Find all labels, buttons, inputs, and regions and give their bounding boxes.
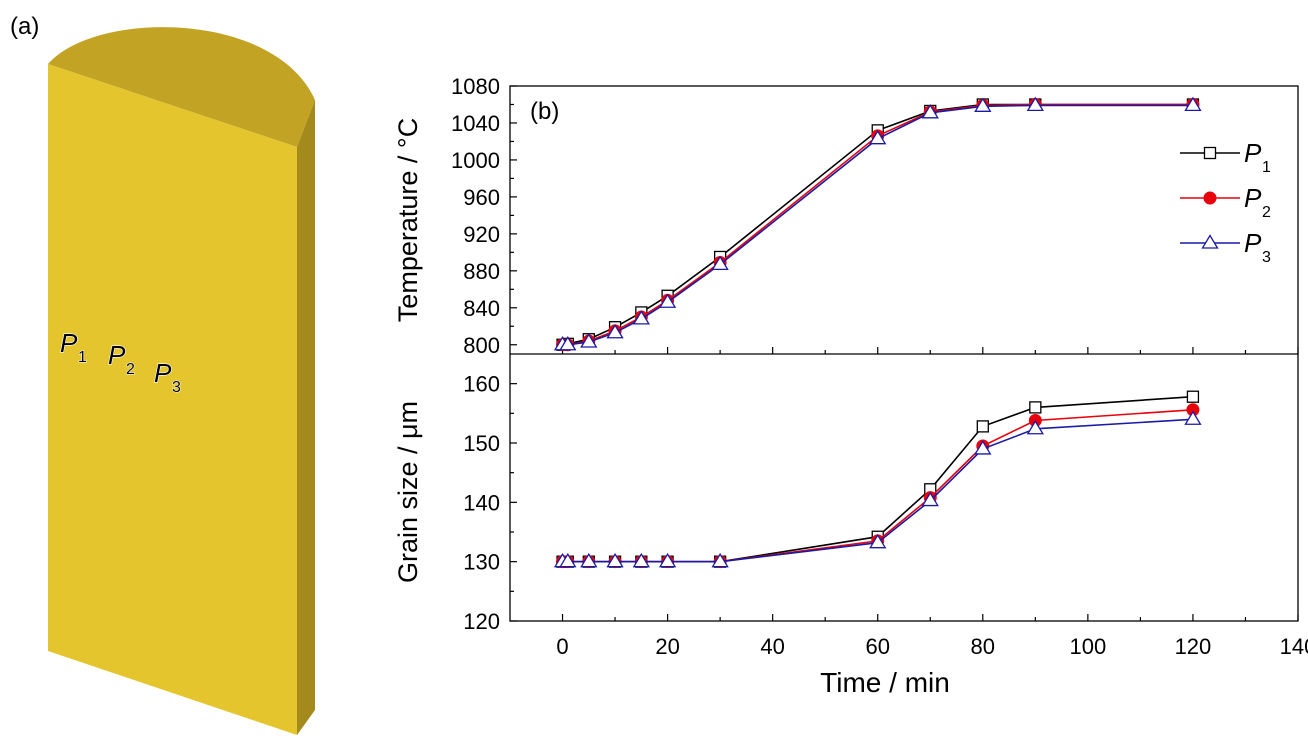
legend-subscript: 1 [1262, 159, 1271, 176]
svg-text:2: 2 [126, 361, 135, 378]
data-point-p3 [711, 552, 729, 568]
data-point-p3 [921, 104, 939, 119]
legend-subscript: 3 [1262, 249, 1271, 266]
data-point-p3 [974, 440, 992, 455]
svg-text:3: 3 [172, 379, 181, 396]
x-tick-label: 120 [1175, 634, 1212, 659]
point-label-p2: P 2 [107, 339, 135, 378]
legend: P 1P 2P 3 [1180, 138, 1271, 266]
data-point-p3 [921, 491, 939, 507]
data-point-p3 [580, 552, 598, 568]
data-point-p1 [976, 420, 989, 433]
y-tick-label: 1080 [451, 74, 500, 99]
panel-b-label: (b) [530, 98, 559, 125]
data-point-p3 [632, 310, 650, 325]
x-tick-label: 80 [971, 634, 995, 659]
cylinder-side-face [297, 100, 315, 735]
y-tick-label: 120 [463, 609, 500, 634]
data-point-p3 [1184, 96, 1202, 112]
y-tick-label: 130 [463, 550, 500, 575]
x-tick-label: 40 [760, 634, 784, 659]
legend-label: P [1244, 228, 1262, 258]
panel-a-label: (a) [10, 13, 39, 40]
panel-a: (a) P 1 P 2 P 3 [10, 13, 315, 735]
data-point-p3 [606, 323, 624, 339]
x-axis-label: Time / min [820, 667, 950, 698]
plot-layer: 800 840 880 920 960 1000 1040 1080 0 20 40 60 80 100 1… [451, 74, 1308, 659]
y-tick-label: 1040 [451, 111, 500, 136]
data-point-p3 [974, 97, 992, 112]
y-axis-label-temperature: Temperature / °C [393, 118, 423, 322]
point-label-p3: P 3 [153, 357, 181, 396]
y-tick-label: 160 [463, 372, 500, 397]
y-tick-label: 140 [463, 490, 500, 515]
y-tick-label: 800 [463, 333, 500, 358]
data-point-p3 [606, 552, 624, 568]
svg-text:P: P [154, 358, 172, 388]
data-point-p3 [658, 552, 677, 568]
data-point-p3 [869, 533, 887, 549]
x-tick-label: 60 [865, 634, 889, 659]
data-point-p3 [1026, 96, 1044, 112]
data-point-p3 [559, 335, 577, 351]
point-label-p1: P 1 [59, 327, 87, 366]
y-tick-label: 1000 [451, 148, 500, 173]
data-point-p1 [1186, 390, 1200, 403]
panel-b: 800 840 880 920 960 1000 1040 1080 0 20 40 60 80 100 1… [393, 74, 1308, 698]
svg-text:1: 1 [78, 349, 87, 366]
svg-text:P: P [108, 340, 126, 370]
x-tick-label: 100 [1070, 634, 1107, 659]
data-point-p1 [1029, 401, 1042, 414]
x-tick-label: 140 [1280, 634, 1308, 659]
legend-marker [1203, 146, 1217, 160]
y-tick-label: 960 [463, 185, 500, 210]
y-tick-label: 880 [463, 259, 500, 284]
data-point-p3 [1184, 410, 1202, 425]
legend-label: P [1244, 183, 1262, 213]
cylinder-top-face [48, 27, 315, 147]
data-point-p3 [632, 552, 650, 568]
x-tick-label: 20 [655, 634, 679, 659]
x-tick-label: 0 [556, 634, 568, 659]
svg-text:P: P [60, 328, 78, 358]
data-point-p3 [580, 333, 598, 348]
y-tick-label: 150 [463, 431, 500, 456]
data-point-p3 [658, 293, 677, 308]
data-point-p3 [1026, 419, 1044, 435]
legend-subscript: 2 [1262, 204, 1271, 221]
data-point-p3 [869, 129, 887, 145]
data-point-p3 [559, 552, 577, 568]
legend-marker [1203, 191, 1217, 205]
y-tick-label: 920 [463, 222, 500, 247]
cylinder-front-face [48, 64, 297, 735]
legend-label: P [1244, 138, 1262, 168]
legend-marker [1201, 234, 1219, 249]
y-axis-label-grain-size: Grain size / μm [393, 401, 423, 583]
data-point-p3 [711, 255, 729, 271]
y-tick-label: 840 [463, 296, 500, 321]
